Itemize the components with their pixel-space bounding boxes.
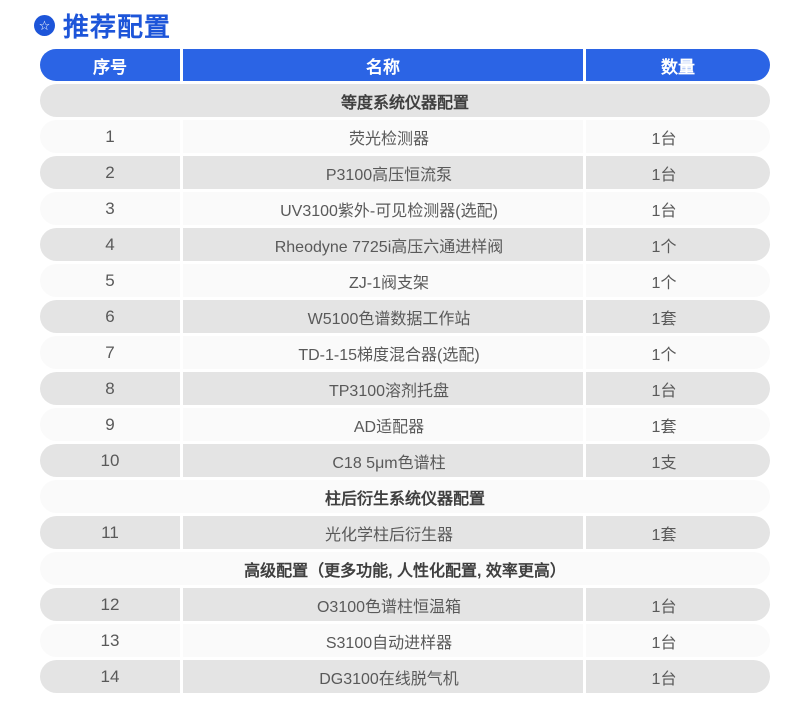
section-header-row: 等度系统仪器配置 <box>40 84 770 117</box>
table-cell-name: ZJ-1阀支架 <box>183 264 583 297</box>
table-cell-serial: 9 <box>40 408 180 441</box>
table-cell-name: DG3100在线脱气机 <box>183 660 583 693</box>
table-cell-serial: 6 <box>40 300 180 333</box>
column-header-name: 名称 <box>183 49 583 81</box>
section-header-label: 高级配置（更多功能, 人性化配置, 效率更高） <box>40 552 770 585</box>
table-row: 3 UV3100紫外-可见检测器(选配) 1台 <box>40 192 770 225</box>
table-row: 13 S3100自动进样器 1台 <box>40 624 770 657</box>
table-cell-quantity: 1套 <box>586 408 770 441</box>
table-row: 2 P3100高压恒流泵 1台 <box>40 156 770 189</box>
page-title-bar: ☆ 推荐配置 <box>34 10 800 42</box>
table-body: 等度系统仪器配置 1 荧光检测器 1台 2 P3100高压恒流泵 1台 3 UV3100紫外-可… <box>40 84 770 693</box>
table-cell-name: TP3100溶剂托盘 <box>183 372 583 405</box>
table-row: 4 Rheodyne 7725i高压六通进样阀 1个 <box>40 228 770 261</box>
table-cell-quantity: 1套 <box>586 516 770 549</box>
table-cell-quantity: 1个 <box>586 228 770 261</box>
table-cell-serial: 8 <box>40 372 180 405</box>
star-badge-icon: ☆ <box>34 14 55 36</box>
recommended-config-table: 序号 名称 数量 等度系统仪器配置 1 荧光检测器 1台 2 P3100高压恒流泵 1台 3 U… <box>40 49 770 693</box>
table-row: 8 TP3100溶剂托盘 1台 <box>40 372 770 405</box>
section-header-row: 高级配置（更多功能, 人性化配置, 效率更高） <box>40 552 770 585</box>
page: ☆ 推荐配置 序号 名称 数量 等度系统仪器配置 1 荧光检测器 1台 2 P3100高压… <box>0 10 800 693</box>
table-cell-serial: 1 <box>40 120 180 153</box>
table-cell-name: C18 5μm色谱柱 <box>183 444 583 477</box>
table-cell-serial: 3 <box>40 192 180 225</box>
page-title: 推荐配置 <box>63 11 172 42</box>
table-cell-quantity: 1台 <box>586 624 770 657</box>
table-cell-serial: 14 <box>40 660 180 693</box>
table-cell-quantity: 1台 <box>586 588 770 621</box>
table-cell-quantity: 1台 <box>586 156 770 189</box>
table-cell-name: TD-1-15梯度混合器(选配) <box>183 336 583 369</box>
table-row: 14 DG3100在线脱气机 1台 <box>40 660 770 693</box>
table-row: 9 AD适配器 1套 <box>40 408 770 441</box>
table-cell-quantity: 1个 <box>586 336 770 369</box>
column-header-serial: 序号 <box>40 49 180 81</box>
section-header-label: 等度系统仪器配置 <box>40 84 770 117</box>
table-cell-name: W5100色谱数据工作站 <box>183 300 583 333</box>
table-cell-name: UV3100紫外-可见检测器(选配) <box>183 192 583 225</box>
table-cell-quantity: 1台 <box>586 372 770 405</box>
table-row: 12 O3100色谱柱恒温箱 1台 <box>40 588 770 621</box>
table-cell-serial: 12 <box>40 588 180 621</box>
table-cell-quantity: 1支 <box>586 444 770 477</box>
table-row: 7 TD-1-15梯度混合器(选配) 1个 <box>40 336 770 369</box>
table-cell-quantity: 1台 <box>586 660 770 693</box>
table-cell-name: 光化学柱后衍生器 <box>183 516 583 549</box>
table-header-row: 序号 名称 数量 <box>40 49 770 81</box>
section-header-label: 柱后衍生系统仪器配置 <box>40 480 770 513</box>
table-cell-serial: 11 <box>40 516 180 549</box>
table-cell-serial: 2 <box>40 156 180 189</box>
table-cell-serial: 10 <box>40 444 180 477</box>
table-row: 6 W5100色谱数据工作站 1套 <box>40 300 770 333</box>
table-row: 10 C18 5μm色谱柱 1支 <box>40 444 770 477</box>
table-cell-serial: 4 <box>40 228 180 261</box>
table-cell-name: AD适配器 <box>183 408 583 441</box>
table-cell-name: 荧光检测器 <box>183 120 583 153</box>
table-cell-name: O3100色谱柱恒温箱 <box>183 588 583 621</box>
table-row: 1 荧光检测器 1台 <box>40 120 770 153</box>
table-cell-serial: 13 <box>40 624 180 657</box>
table-row: 5 ZJ-1阀支架 1个 <box>40 264 770 297</box>
table-cell-name: Rheodyne 7725i高压六通进样阀 <box>183 228 583 261</box>
table-cell-quantity: 1台 <box>586 120 770 153</box>
column-header-quantity: 数量 <box>586 49 770 81</box>
table-cell-quantity: 1个 <box>586 264 770 297</box>
table-cell-quantity: 1台 <box>586 192 770 225</box>
table-cell-quantity: 1套 <box>586 300 770 333</box>
table-cell-serial: 5 <box>40 264 180 297</box>
table-cell-serial: 7 <box>40 336 180 369</box>
table-cell-name: S3100自动进样器 <box>183 624 583 657</box>
table-cell-name: P3100高压恒流泵 <box>183 156 583 189</box>
table-row: 11 光化学柱后衍生器 1套 <box>40 516 770 549</box>
section-header-row: 柱后衍生系统仪器配置 <box>40 480 770 513</box>
